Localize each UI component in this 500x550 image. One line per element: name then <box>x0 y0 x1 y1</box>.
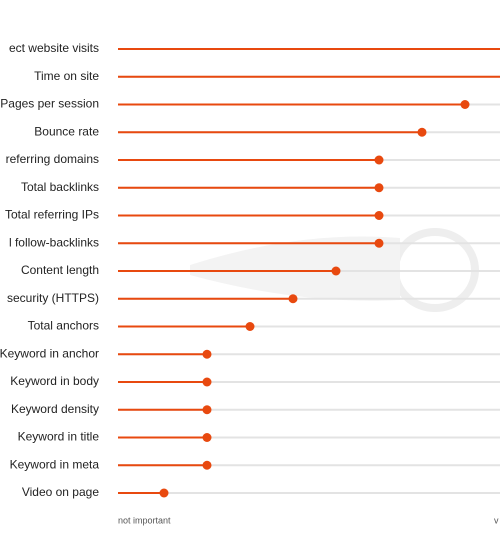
category-label: Keyword in title <box>18 430 100 444</box>
dot <box>417 127 427 137</box>
category-label: referring domains <box>6 152 99 166</box>
dot <box>245 322 255 331</box>
dot <box>159 488 169 498</box>
dot <box>460 100 470 109</box>
dot <box>288 294 298 304</box>
category-label: security (HTTPS) <box>7 291 99 305</box>
x-axis-label: not important <box>118 515 171 525</box>
category-label: Video on page <box>22 485 100 499</box>
category-label: Bounce rate <box>34 124 99 138</box>
dot <box>374 238 384 248</box>
category-label: Time on site <box>34 69 99 83</box>
category-label: Keyword in meta <box>10 457 100 471</box>
dot <box>374 211 384 220</box>
category-label: Total anchors <box>28 319 99 333</box>
category-label: Keyword in anchor <box>0 346 99 360</box>
category-label: Total backlinks <box>21 180 99 194</box>
category-label: Content length <box>21 263 99 277</box>
dot <box>202 460 212 470</box>
dot <box>374 183 384 193</box>
dot <box>374 155 384 165</box>
dot <box>331 266 341 276</box>
category-label: Total referring IPs <box>5 208 99 222</box>
category-label: Keyword in body <box>10 374 99 388</box>
category-label: Pages per session <box>0 97 99 111</box>
watermark <box>190 236 400 301</box>
x-axis-label: v <box>494 515 499 525</box>
category-label: ect website visits <box>9 41 99 55</box>
category-label: Keyword density <box>11 402 99 416</box>
dot <box>202 349 212 359</box>
dot <box>202 405 212 415</box>
dot <box>202 433 212 442</box>
category-label: l follow-backlinks <box>9 235 99 249</box>
dot <box>202 377 212 387</box>
